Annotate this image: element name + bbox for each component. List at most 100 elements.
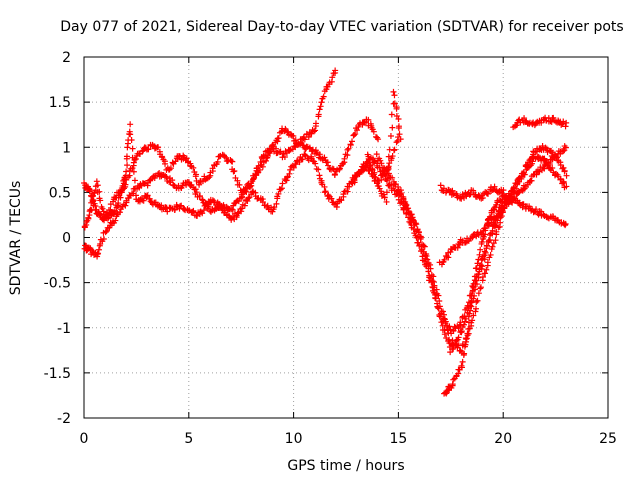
data-point xyxy=(436,313,443,320)
data-point xyxy=(88,207,95,214)
data-point xyxy=(475,256,482,263)
data-point xyxy=(238,208,245,215)
data-point xyxy=(383,189,390,196)
y-tick-label: -1.5 xyxy=(44,366,71,382)
x-tick-label: 0 xyxy=(80,431,89,447)
y-tick-label: -2 xyxy=(57,411,71,427)
data-point xyxy=(479,263,486,270)
data-point xyxy=(479,274,486,281)
data-point xyxy=(104,211,111,218)
data-point xyxy=(472,305,479,312)
y-tick-label: 0 xyxy=(62,231,71,247)
data-point xyxy=(533,171,540,178)
data-point xyxy=(493,228,500,235)
data-point xyxy=(547,118,554,125)
data-point xyxy=(328,195,335,202)
data-point xyxy=(365,116,372,123)
data-point xyxy=(234,210,241,217)
data-point xyxy=(482,249,489,256)
x-tick-label: 20 xyxy=(494,431,512,447)
data-point xyxy=(388,111,395,118)
data-point xyxy=(533,206,540,213)
data-point xyxy=(385,164,392,171)
data-point xyxy=(252,170,259,177)
data-point xyxy=(241,202,248,209)
data-point xyxy=(199,196,206,203)
data-point xyxy=(321,154,328,161)
data-point xyxy=(130,162,137,169)
data-point xyxy=(470,280,477,287)
y-tick-label: -1 xyxy=(57,321,71,337)
data-point xyxy=(470,231,477,238)
data-point xyxy=(315,111,322,118)
data-point xyxy=(551,153,558,160)
data-point xyxy=(127,131,134,138)
data-point xyxy=(449,381,456,388)
data-point xyxy=(561,168,568,175)
data-point xyxy=(127,121,134,128)
data-point xyxy=(86,187,93,194)
data-point xyxy=(370,128,377,135)
data-point xyxy=(193,171,200,178)
plot-frame xyxy=(83,56,609,419)
data-point xyxy=(513,185,520,192)
data-point xyxy=(468,303,475,310)
data-point xyxy=(193,189,200,196)
y-tick-label: -0.5 xyxy=(44,276,71,292)
data-point xyxy=(437,182,444,189)
data-point xyxy=(123,153,130,160)
data-point xyxy=(310,128,317,135)
y-axis-label: SDTVAR / TECUs xyxy=(8,181,24,296)
data-point xyxy=(550,114,557,121)
y-tick-label: 1.5 xyxy=(49,95,71,111)
data-point xyxy=(475,290,482,297)
data-point xyxy=(278,185,285,192)
data-point xyxy=(245,195,252,202)
data-point xyxy=(264,202,271,209)
data-point xyxy=(497,219,504,226)
data-point xyxy=(489,227,496,234)
data-point xyxy=(467,191,474,198)
data-point xyxy=(299,156,306,163)
data-point xyxy=(238,205,245,212)
data-point xyxy=(519,204,526,211)
data-point xyxy=(563,119,570,126)
data-point xyxy=(438,319,445,326)
data-point xyxy=(352,130,359,137)
data-point xyxy=(383,198,390,205)
data-point xyxy=(196,193,203,200)
x-tick-label: 25 xyxy=(599,431,617,447)
data-point xyxy=(405,208,412,215)
y-tick-label: 2 xyxy=(62,50,71,66)
data-point xyxy=(103,228,110,235)
data-point xyxy=(99,205,106,212)
data-point xyxy=(347,141,354,148)
data-point xyxy=(315,166,322,173)
axis-ticks xyxy=(83,56,609,419)
gridlines xyxy=(84,57,608,418)
data-point xyxy=(273,200,280,207)
data-point xyxy=(83,219,90,226)
data-point xyxy=(190,164,197,171)
x-axis-label: GPS time / hours xyxy=(287,458,404,474)
y-tick-label: 1 xyxy=(62,140,71,156)
data-point xyxy=(162,160,169,167)
series-satellite-track-g xyxy=(441,192,569,397)
data-point xyxy=(391,100,398,107)
data-point xyxy=(183,155,190,162)
data-point xyxy=(381,194,388,201)
data-point xyxy=(384,175,391,182)
data-point xyxy=(277,186,284,193)
data-point xyxy=(393,139,400,146)
data-point xyxy=(560,118,567,125)
data-point xyxy=(162,173,169,180)
data-point xyxy=(199,210,206,217)
data-point xyxy=(391,92,398,99)
data-point xyxy=(244,198,251,204)
data-point xyxy=(312,120,319,127)
data-point xyxy=(481,248,488,255)
data-point xyxy=(455,325,462,332)
data-point xyxy=(430,278,437,285)
x-tick-label: 15 xyxy=(389,431,407,447)
series-satellite-track-b xyxy=(81,116,382,231)
